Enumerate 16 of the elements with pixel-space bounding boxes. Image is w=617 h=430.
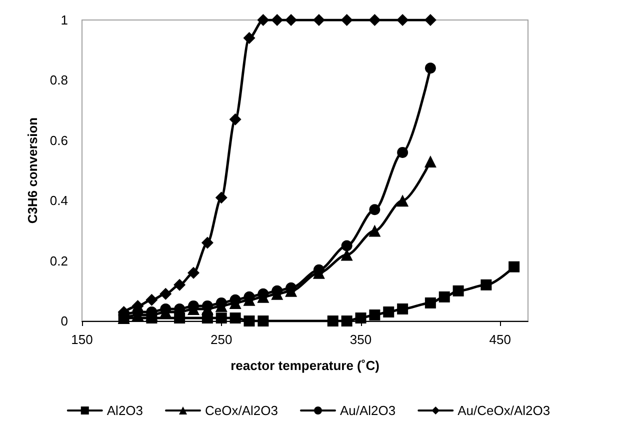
y-tick-label: 0.8 (50, 72, 68, 88)
y-tick-label: 1 (60, 12, 68, 28)
y-tick-label: 0.6 (50, 132, 68, 148)
x-tick-label: 250 (210, 332, 232, 347)
y-tick-label: 0.4 (50, 193, 68, 208)
x-tick-label: 150 (71, 332, 93, 347)
x-axis-title: reactor temperature (˚C) (230, 358, 380, 373)
y-tick-label: 0.2 (50, 253, 68, 268)
legend-label: Al2O3 (106, 403, 144, 418)
legend-label: Au/Al2O3 (340, 403, 396, 418)
x-tick-label: 350 (350, 332, 372, 347)
x-tick-label: 450 (489, 332, 511, 347)
legend-label: Au/CeOx/Al2O3 (458, 403, 550, 418)
y-axis-title: C3H6 conversion (25, 117, 40, 224)
legend-label: CeOx/Al2O3 (205, 403, 278, 418)
y-tick-label: 0 (60, 314, 68, 328)
